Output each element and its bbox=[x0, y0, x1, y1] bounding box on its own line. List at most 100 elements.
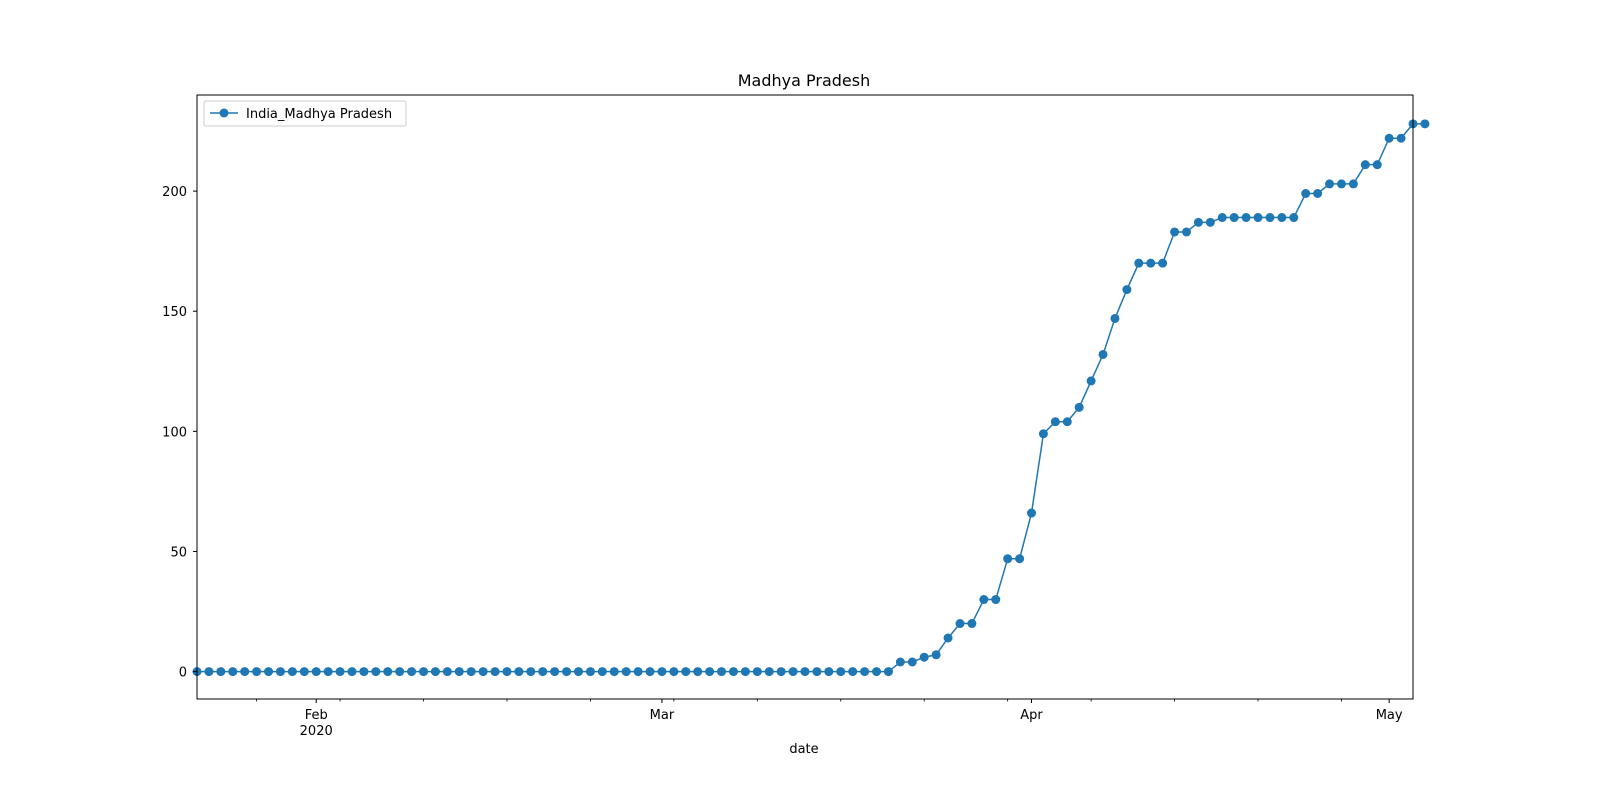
data-point bbox=[383, 667, 393, 677]
data-point bbox=[1003, 554, 1013, 564]
data-point bbox=[1325, 179, 1335, 189]
data-point bbox=[252, 667, 262, 677]
y-tick-label: 150 bbox=[162, 305, 187, 320]
data-point bbox=[1348, 179, 1358, 189]
data-point bbox=[1098, 349, 1108, 359]
data-point bbox=[872, 667, 882, 677]
data-point bbox=[609, 667, 619, 677]
data-point bbox=[931, 650, 941, 660]
legend-box bbox=[203, 100, 407, 127]
data-point bbox=[860, 667, 870, 677]
data-point bbox=[1360, 160, 1370, 170]
data-point bbox=[1229, 213, 1239, 223]
data-point bbox=[1313, 189, 1323, 198]
data-point bbox=[275, 667, 285, 677]
data-point bbox=[1134, 258, 1144, 268]
data-point bbox=[562, 667, 572, 677]
data-point bbox=[1265, 213, 1275, 223]
data-point bbox=[788, 667, 798, 677]
data-point bbox=[1420, 119, 1430, 129]
data-point bbox=[1110, 313, 1120, 323]
data-point bbox=[967, 619, 977, 629]
data-point bbox=[335, 667, 345, 677]
data-point bbox=[919, 652, 929, 662]
data-point bbox=[1122, 285, 1132, 295]
data-point bbox=[323, 667, 333, 677]
data-point bbox=[1205, 217, 1215, 227]
data-point bbox=[216, 667, 226, 677]
data-point bbox=[1289, 213, 1299, 223]
legend: India_Madhya Pradesh bbox=[203, 100, 407, 127]
data-point bbox=[1217, 213, 1227, 223]
data-point bbox=[1074, 402, 1084, 412]
data-point bbox=[585, 667, 595, 677]
data-point bbox=[407, 667, 417, 677]
data-point bbox=[633, 667, 643, 677]
data-point bbox=[1146, 258, 1156, 268]
data-point bbox=[895, 657, 905, 667]
data-point bbox=[526, 667, 536, 677]
data-point bbox=[657, 667, 667, 677]
data-point bbox=[287, 667, 297, 677]
data-point bbox=[705, 667, 715, 677]
data-point bbox=[1158, 258, 1168, 268]
data-point bbox=[955, 619, 965, 629]
data-point bbox=[395, 667, 405, 677]
data-point bbox=[1253, 213, 1263, 223]
data-point bbox=[979, 595, 989, 605]
data-point bbox=[1062, 417, 1072, 427]
data-point bbox=[1015, 554, 1025, 564]
data-point bbox=[752, 667, 762, 677]
data-point bbox=[359, 667, 369, 677]
data-point bbox=[514, 667, 524, 677]
data-point bbox=[347, 667, 357, 677]
data-point bbox=[478, 667, 488, 677]
data-point bbox=[883, 667, 893, 677]
data-point bbox=[943, 633, 953, 643]
data-point bbox=[717, 667, 727, 677]
data-point bbox=[681, 667, 691, 677]
data-point bbox=[776, 667, 786, 677]
data-point bbox=[490, 667, 500, 677]
legend-point-marker bbox=[219, 108, 229, 118]
data-point bbox=[1050, 417, 1060, 427]
x-tick-label: Feb bbox=[305, 708, 328, 723]
data-point bbox=[621, 667, 631, 677]
data-point bbox=[228, 667, 238, 677]
data-point bbox=[442, 667, 452, 677]
data-point bbox=[454, 667, 464, 677]
plot-area bbox=[192, 119, 1430, 677]
data-point bbox=[1193, 217, 1203, 227]
data-point bbox=[1086, 376, 1096, 386]
axes-frame bbox=[196, 94, 1414, 700]
data-point bbox=[204, 667, 214, 677]
data-point bbox=[824, 667, 834, 677]
data-point bbox=[502, 667, 512, 677]
data-point bbox=[573, 667, 583, 677]
x-axis-label: date bbox=[789, 742, 818, 757]
data-point bbox=[1027, 508, 1037, 518]
data-point bbox=[812, 667, 822, 677]
data-point bbox=[764, 667, 774, 677]
data-point bbox=[466, 667, 476, 677]
y-tick-label: 0 bbox=[179, 666, 187, 681]
data-point bbox=[419, 667, 429, 677]
y-tick-label: 50 bbox=[170, 545, 187, 560]
data-point bbox=[848, 667, 858, 677]
x-tick-label: Apr bbox=[1020, 708, 1043, 723]
data-point bbox=[669, 667, 679, 677]
x-tick-label: May bbox=[1376, 708, 1403, 723]
data-point bbox=[371, 667, 381, 677]
data-point bbox=[1241, 213, 1251, 223]
chart-title: Madhya Pradesh bbox=[738, 71, 871, 90]
legend-label: India_Madhya Pradesh bbox=[246, 107, 392, 122]
data-point bbox=[1336, 179, 1346, 189]
data-point bbox=[1396, 133, 1406, 143]
data-point bbox=[693, 667, 703, 677]
data-point bbox=[430, 667, 440, 677]
data-point bbox=[1170, 227, 1180, 237]
data-point bbox=[836, 667, 846, 677]
